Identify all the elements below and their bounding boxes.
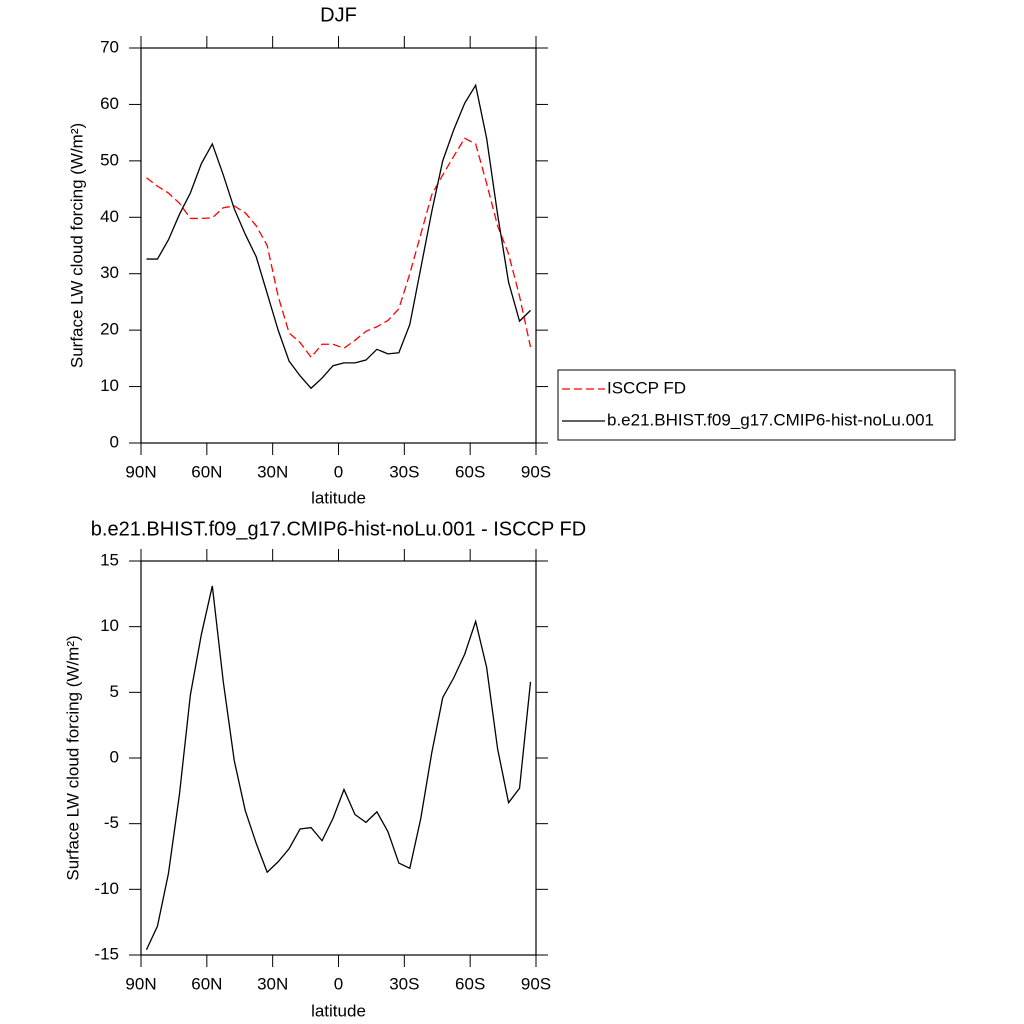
- y-tick-label: 40: [100, 207, 119, 226]
- x-tick-label: 90S: [521, 462, 551, 481]
- y-axis-label: Surface LW cloud forcing (W/m²): [67, 123, 86, 368]
- y-tick-label: -10: [94, 879, 119, 898]
- y-tick-label: 15: [100, 550, 119, 569]
- y-tick-label: -5: [104, 813, 119, 832]
- x-tick-label: 90N: [125, 462, 156, 481]
- data-line: [146, 83, 531, 390]
- y-tick-label: 50: [100, 150, 119, 169]
- x-tick-label: 30S: [389, 974, 419, 993]
- x-axis-label: latitude: [311, 488, 366, 507]
- x-tick-label: 60N: [191, 462, 222, 481]
- y-tick-label: 30: [100, 263, 119, 282]
- y-tick-label: 5: [110, 682, 119, 701]
- plot-frame: [140, 560, 537, 956]
- x-tick-label: 30N: [257, 974, 288, 993]
- data-line: [146, 137, 532, 359]
- y-tick-label: 70: [100, 37, 119, 56]
- y-tick-label: 0: [110, 432, 119, 451]
- legend-label: b.e21.BHIST.f09_g17.CMIP6-hist-noLu.001: [607, 410, 934, 429]
- x-tick-label: 90S: [521, 974, 551, 993]
- y-axis-label: Surface LW cloud forcing (W/m²): [63, 635, 82, 880]
- x-tick-label: 0: [334, 974, 343, 993]
- y-tick-label: 10: [100, 616, 119, 635]
- y-tick-label: 20: [100, 320, 119, 339]
- y-tick-label: 60: [100, 94, 119, 113]
- x-tick-label: 30N: [257, 462, 288, 481]
- plot-frame: [140, 47, 537, 444]
- y-tick-label: -15: [94, 944, 119, 963]
- chart-title: b.e21.BHIST.f09_g17.CMIP6-hist-noLu.001 …: [91, 518, 586, 540]
- x-axis-label: latitude: [311, 1001, 366, 1020]
- x-tick-label: 60N: [191, 974, 222, 993]
- y-tick-label: 0: [110, 747, 119, 766]
- x-tick-label: 0: [334, 462, 343, 481]
- x-tick-label: 90N: [125, 974, 156, 993]
- y-tick-label: 10: [100, 376, 119, 395]
- legend-label: ISCCP FD: [607, 378, 686, 397]
- data-line: [145, 585, 532, 951]
- x-tick-label: 60S: [455, 462, 485, 481]
- x-tick-label: 30S: [389, 462, 419, 481]
- x-tick-label: 60S: [455, 974, 485, 993]
- chart-title: DJF: [320, 4, 357, 26]
- legend-box: [557, 369, 956, 441]
